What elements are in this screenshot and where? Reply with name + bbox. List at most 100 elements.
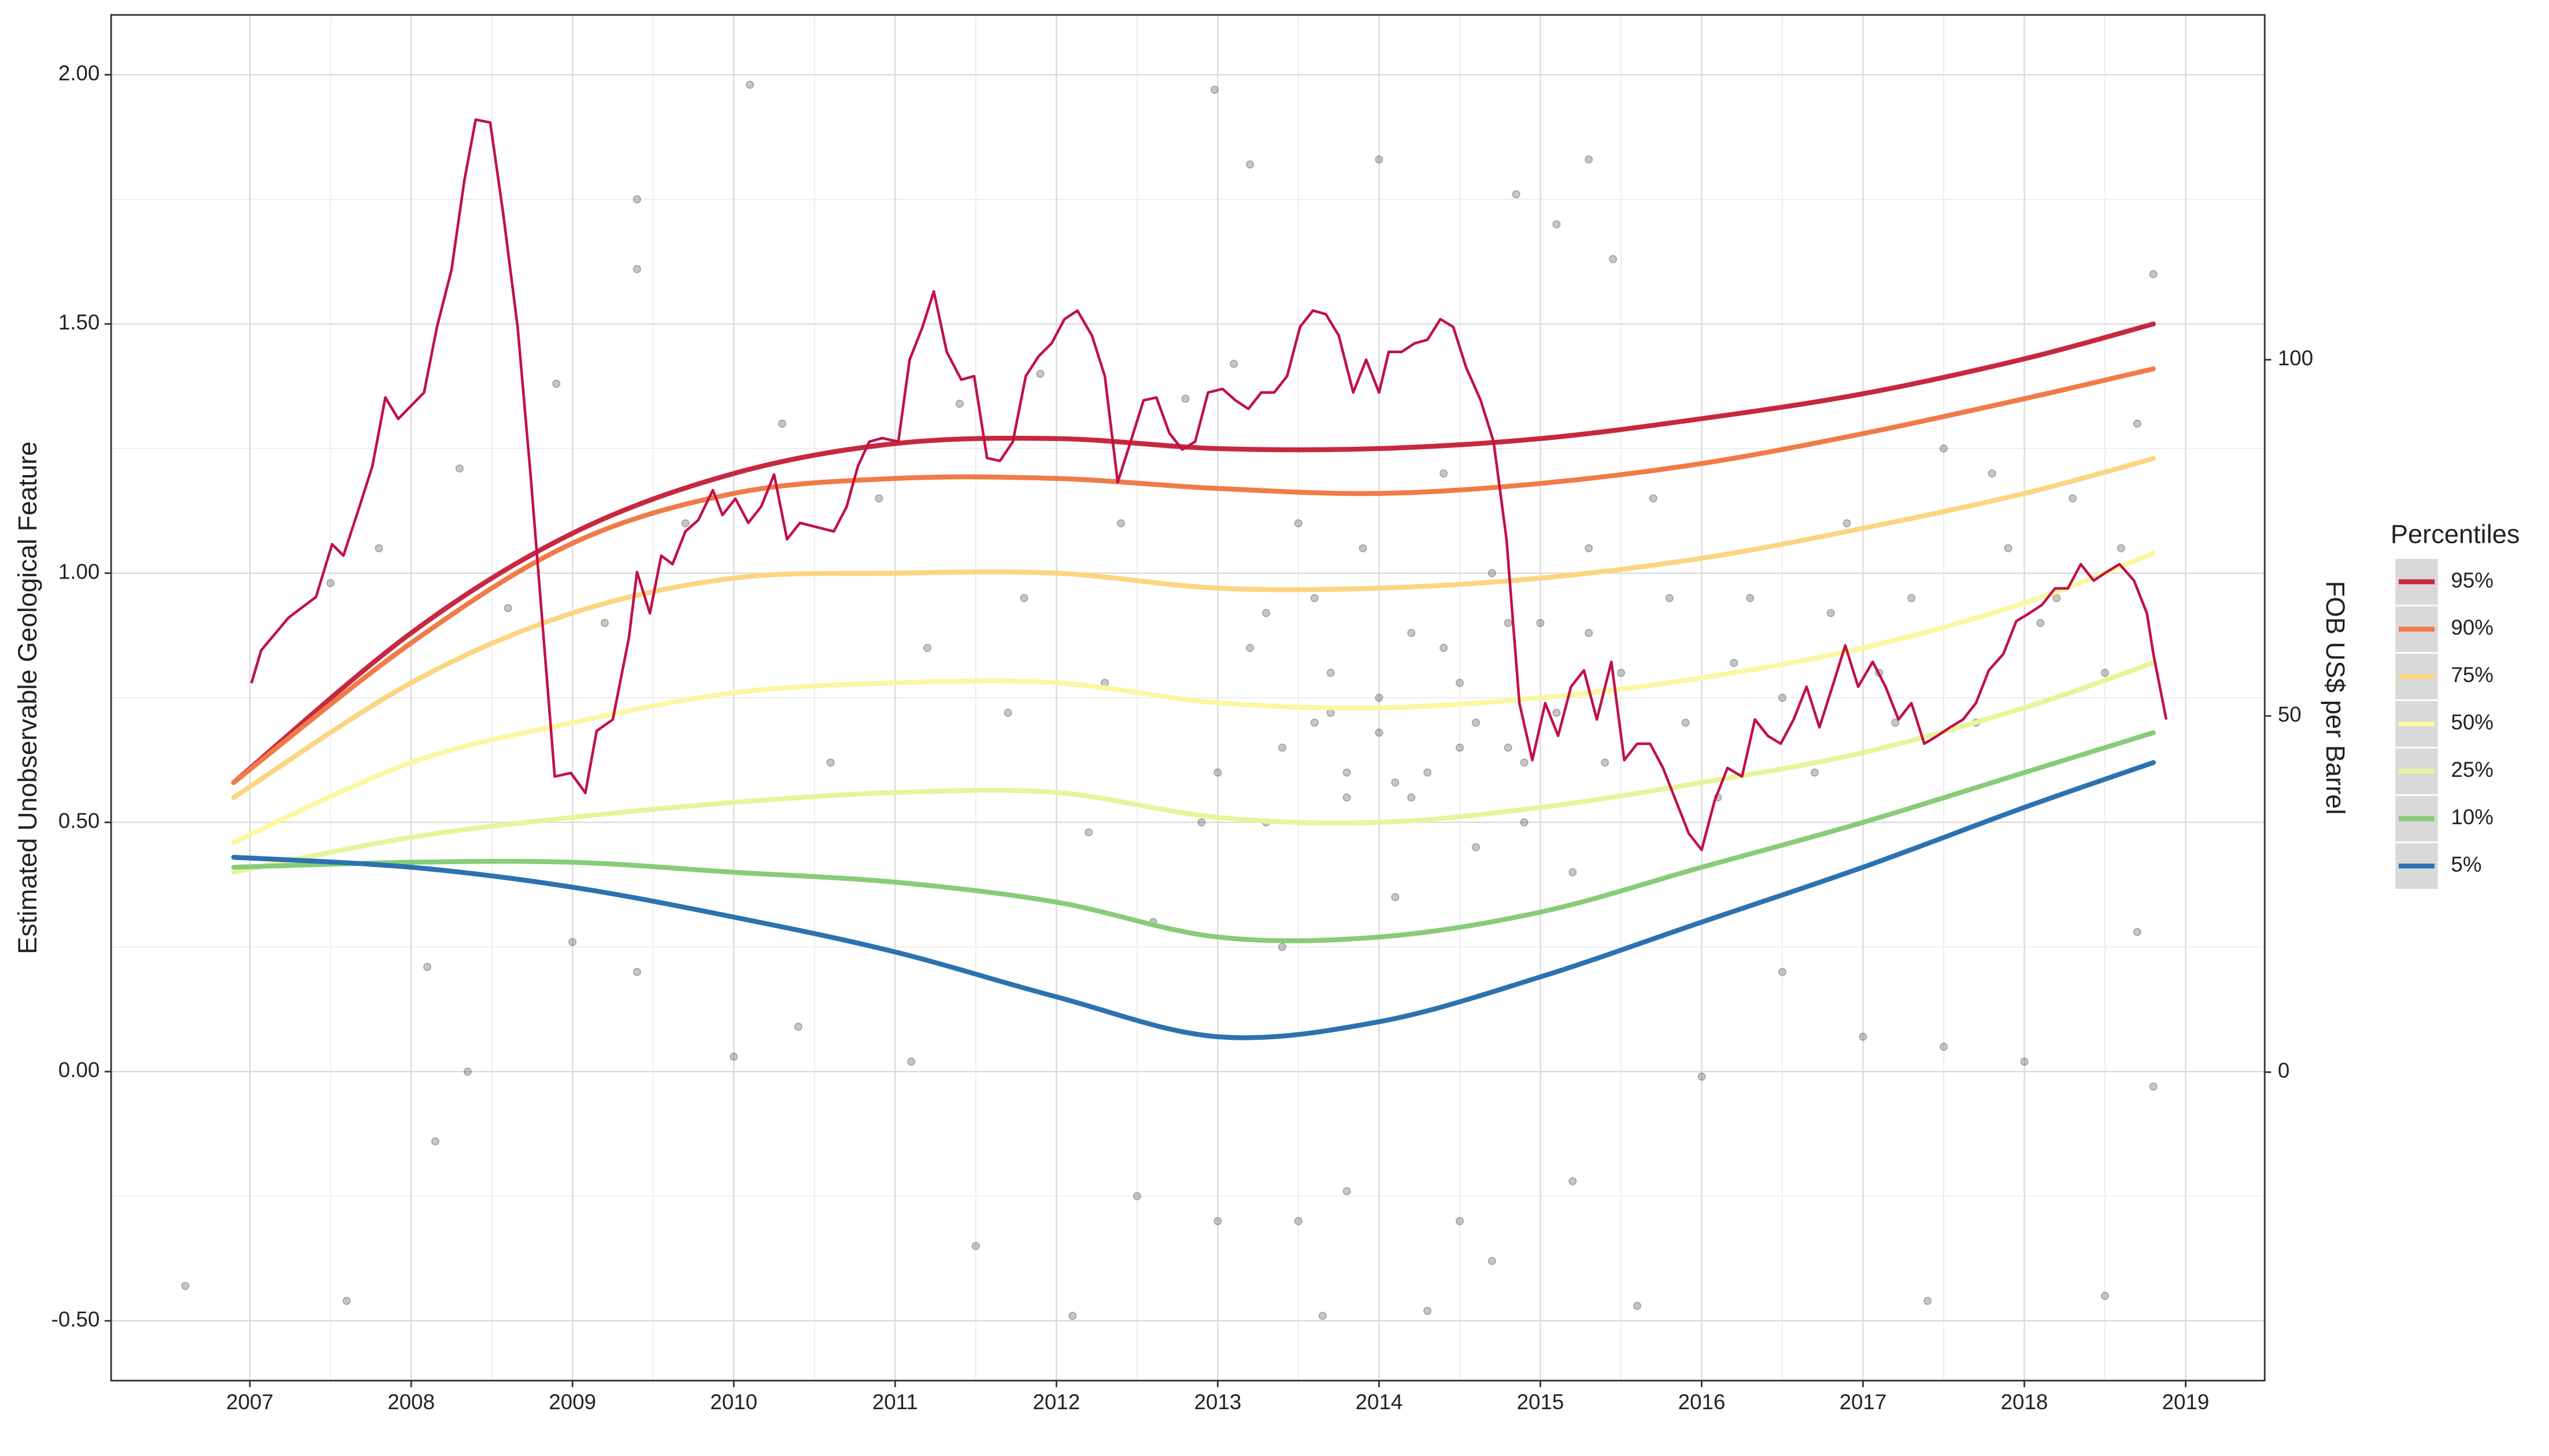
percentile-line [231, 660, 2156, 875]
scatter-point [1939, 1042, 1948, 1051]
legend-label: 95% [2451, 568, 2493, 592]
percentile-line [231, 760, 2156, 1040]
y2-tick-label: 50 [2278, 702, 2302, 726]
y-tick-label: 0.00 [58, 1058, 100, 1082]
scatter-point [1520, 758, 1529, 767]
scatter-point [1471, 843, 1480, 851]
scatter-point [1310, 594, 1319, 602]
scatter-point [1778, 694, 1786, 702]
scatter-point [2036, 618, 2045, 627]
scatter-point [1455, 743, 1464, 752]
y-axis-title: Estimated Unobservable Geological Featur… [13, 442, 42, 954]
scatter-point [1585, 155, 1593, 164]
scatter-point [1649, 494, 1658, 503]
scatter-point [326, 579, 335, 587]
scatter-point [1342, 1187, 1351, 1195]
scatter-point [907, 1057, 916, 1066]
scatter-point [730, 1053, 738, 1061]
scatter-point [1278, 943, 1287, 951]
scatter-point [2100, 669, 2110, 677]
scatter-point [1923, 1296, 1932, 1305]
scatter-point [1133, 1192, 1141, 1201]
scatter-point [1116, 519, 1125, 528]
scatter-point [632, 968, 641, 976]
scatter-point [1455, 679, 1464, 687]
scatter-point [2069, 494, 2077, 503]
scatter-point [1826, 609, 1835, 617]
scatter-point [1375, 155, 1383, 164]
scatter-point [2149, 1082, 2158, 1091]
y-tick-label: 1.50 [58, 310, 100, 334]
percentile-line [231, 730, 2156, 943]
scatter-point [778, 419, 787, 428]
legend-label: 5% [2451, 853, 2481, 876]
y-tick-label: 2.00 [58, 61, 100, 85]
scatter-point [1746, 594, 1755, 602]
scatter-point [1214, 768, 1222, 777]
scatter-point [1085, 828, 1093, 837]
y2-axis-title: FOB US$ per Barrel [2321, 581, 2350, 815]
scatter-point [1730, 658, 1738, 667]
y-tick-label: -0.50 [51, 1307, 100, 1331]
scatter-point [1278, 743, 1287, 752]
scatter-point [1585, 544, 1593, 553]
scatter-point [875, 494, 883, 503]
scatter-point [1504, 743, 1512, 752]
scatter-point [342, 1296, 351, 1305]
scatter-point [2004, 544, 2012, 553]
scatter-point [1616, 669, 1625, 677]
scatter-point [1342, 793, 1351, 802]
scatter-point [1843, 519, 1851, 528]
y2-tick-label: 0 [2278, 1059, 2289, 1083]
x-tick-label: 2007 [226, 1390, 273, 1414]
scatter-point [632, 195, 641, 203]
price-line [250, 118, 2168, 851]
legend-label: 75% [2451, 663, 2493, 687]
scatter-point [1359, 544, 1367, 553]
scatter-point [746, 80, 754, 89]
scatter-point [1439, 643, 1448, 653]
scatter-point [568, 938, 577, 946]
percentile-line [231, 550, 2156, 845]
x-tick-label: 2016 [1678, 1390, 1726, 1414]
scatter-point [2052, 594, 2061, 602]
scatter-point [1633, 1302, 1641, 1310]
scatter-point [1181, 394, 1190, 403]
percentile-line [231, 456, 2156, 800]
scatter-point [1391, 893, 1400, 902]
legend-label: 50% [2451, 710, 2493, 734]
x-tick-label: 2013 [1194, 1390, 1241, 1414]
scatter-point [375, 544, 383, 553]
scatter-point [1230, 360, 1238, 368]
scatter-point [1423, 768, 1432, 777]
scatter-point [1439, 469, 1448, 478]
scatter-point [955, 399, 964, 408]
scatter-point [463, 1067, 472, 1076]
scatter-point [1294, 1217, 1303, 1225]
scatter-point [455, 464, 464, 473]
scatter-point [923, 643, 932, 653]
scatter-point [794, 1022, 802, 1031]
scatter-point [1294, 519, 1303, 528]
scatter-point [1246, 160, 1255, 169]
scatter-point [1246, 643, 1255, 653]
scatter-point [1020, 594, 1029, 602]
scatter-point [2020, 1057, 2029, 1066]
scatter-point [1778, 968, 1786, 976]
scatter-point [1471, 718, 1480, 727]
scatter-point [632, 265, 641, 273]
scatter-point [423, 962, 432, 971]
x-tick-label: 2009 [549, 1390, 596, 1414]
scatter-point [1488, 1257, 1496, 1265]
scatter-point [1210, 86, 1219, 94]
scatter-point [971, 1242, 980, 1250]
scatter-point [1004, 709, 1012, 717]
x-tick-label: 2018 [2001, 1390, 2048, 1414]
scatter-point [181, 1281, 190, 1290]
scatter-point [1988, 469, 1996, 478]
scatter-point [1585, 629, 1593, 638]
scatter-point [1512, 190, 1520, 199]
x-tick-label: 2014 [1355, 1390, 1403, 1414]
